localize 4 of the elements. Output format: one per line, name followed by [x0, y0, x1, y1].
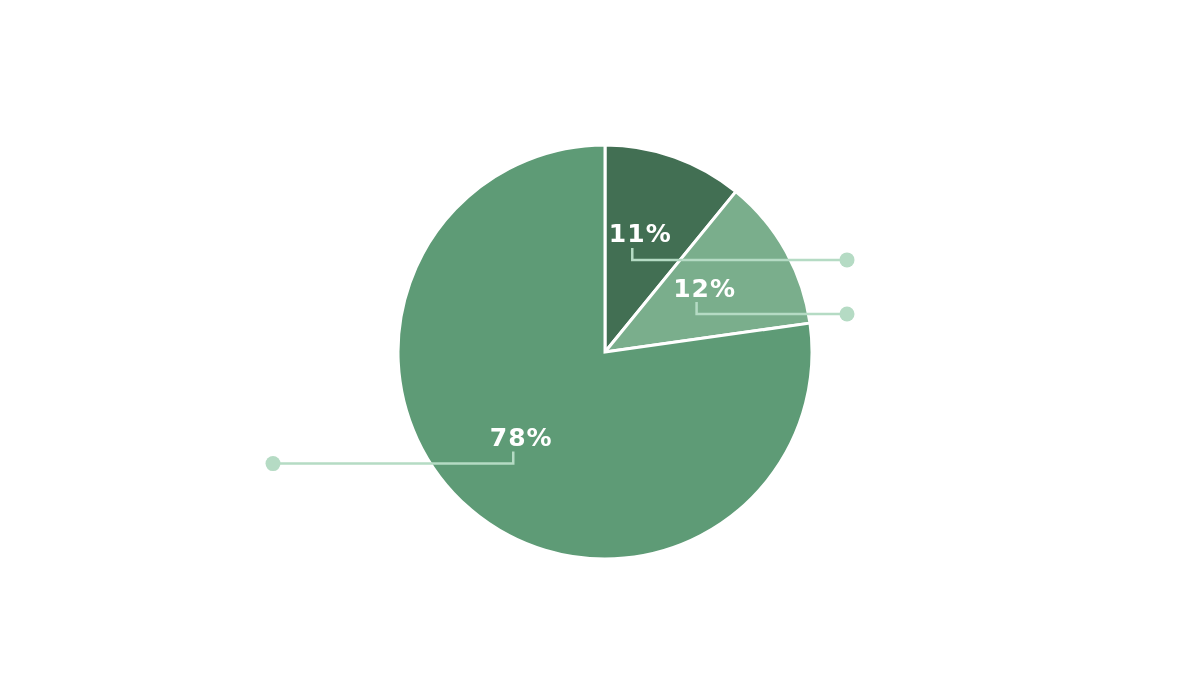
data-label: 78% [489, 423, 553, 453]
data-label: 11% [608, 219, 672, 249]
pie-slice [396, 143, 814, 561]
data-label: 12% [673, 273, 737, 303]
